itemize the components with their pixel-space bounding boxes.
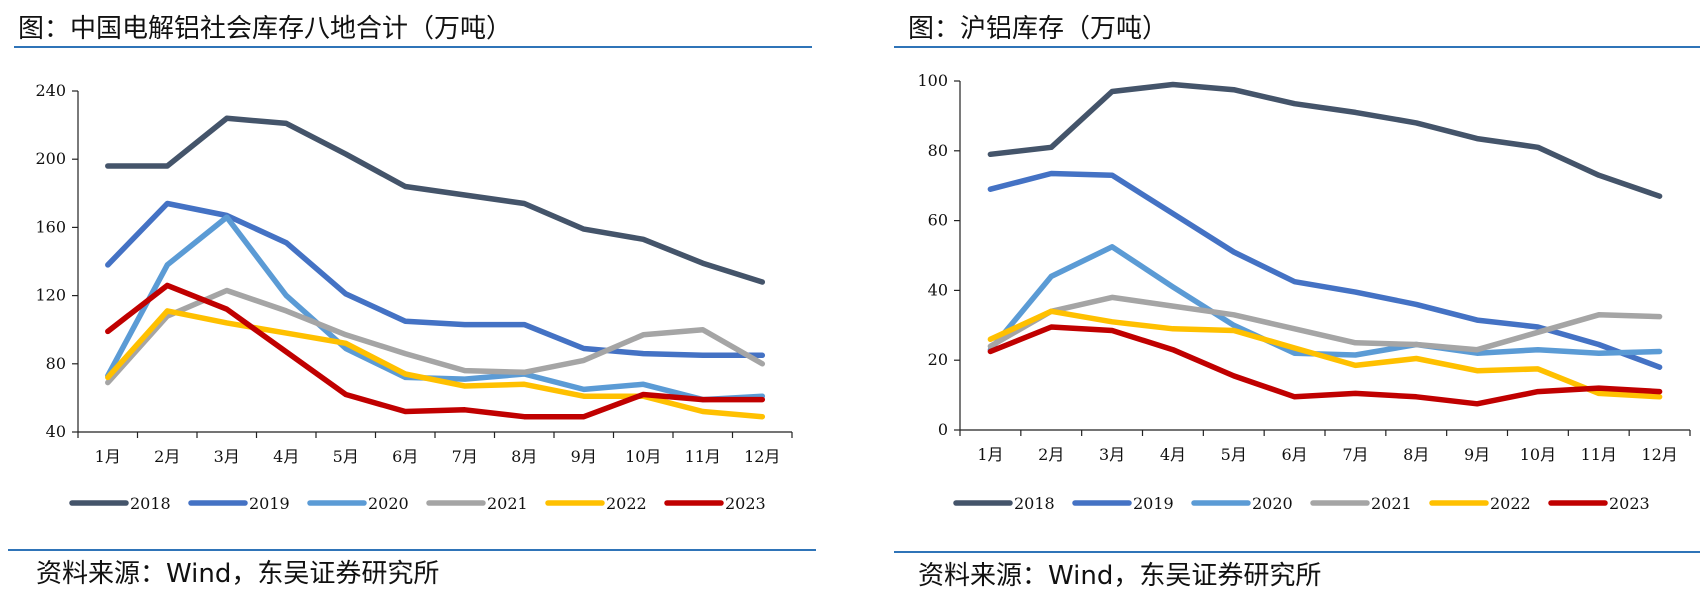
x-tick-label: 7月: [452, 447, 478, 466]
x-tick-label: 6月: [392, 447, 418, 466]
series-line-2021: [105, 287, 766, 386]
series-line-2019: [105, 200, 766, 359]
right-line-chart: 0 20 40 60 80 100 1月 2月 3月 4月 5月 6月 7月 8月 9月 10月 11月 12月 2…: [917, 71, 1691, 513]
right-source-rule: [894, 551, 1700, 553]
y-tick-label: 160: [35, 217, 66, 236]
x-tick-label: 9月: [571, 447, 597, 466]
x-tick-label: 7月: [1342, 445, 1368, 464]
legend-label-2021: 2021: [1371, 494, 1412, 513]
x-tick-label: 12月: [1641, 445, 1677, 464]
legend-label-2020: 2020: [368, 494, 409, 513]
x-tick-label: 2月: [154, 447, 180, 466]
x-tick-label: 9月: [1464, 445, 1490, 464]
x-tick-label: 8月: [1403, 445, 1429, 464]
x-tick-label: 3月: [1099, 445, 1125, 464]
x-tick-label: 10月: [625, 447, 661, 466]
left-source-text: 资料来源：Wind，东吴证券研究所: [36, 559, 440, 589]
series-line-2020: [105, 214, 766, 403]
series-line-2023: [105, 282, 766, 420]
y-tick-label: 20: [928, 350, 948, 369]
legend-label-2019: 2019: [1133, 494, 1174, 513]
x-tick-label: 10月: [1520, 445, 1556, 464]
legend-label-2021: 2021: [487, 494, 528, 513]
x-tick-label: 11月: [685, 447, 721, 466]
x-tick-label: 3月: [214, 447, 240, 466]
x-tick-label: 1月: [977, 445, 1003, 464]
legend-label-2023: 2023: [1609, 494, 1650, 513]
left-source-rule: [8, 549, 816, 551]
x-tick-label: 8月: [511, 447, 537, 466]
y-tick-label: 80: [928, 141, 948, 160]
legend-label-2023: 2023: [725, 494, 766, 513]
x-tick-label: 12月: [744, 447, 780, 466]
series-line-2018: [105, 115, 766, 285]
right-source-text: 资料来源：Wind，东吴证券研究所: [918, 561, 1322, 591]
series-line-2022: [105, 308, 766, 420]
legend-label-2018: 2018: [130, 494, 171, 513]
x-tick-label: 1月: [95, 447, 121, 466]
series-line-2018: [987, 81, 1663, 199]
y-tick-label: 0: [938, 420, 948, 439]
series-line-2023: [987, 324, 1663, 407]
legend-label-2022: 2022: [606, 494, 647, 513]
series-line-2021: [987, 294, 1663, 353]
y-tick-label: 80: [46, 354, 66, 373]
y-tick-label: 240: [35, 81, 66, 100]
x-tick-label: 5月: [333, 447, 359, 466]
x-tick-label: 2月: [1038, 445, 1064, 464]
x-tick-label: 11月: [1581, 445, 1617, 464]
left-chart-title: 图：中国电解铝社会库存八地合计（万吨）: [18, 14, 513, 44]
legend-label-2022: 2022: [1490, 494, 1531, 513]
x-tick-label: 5月: [1221, 445, 1247, 464]
x-tick-label: 4月: [273, 447, 299, 466]
right-chart-panel: 图：沪铝库存（万吨） 0 20 40 60 80 100 1月 2月 3月 4月 5月 6月 7月 8月 9…: [890, 0, 1700, 604]
y-tick-label: 40: [46, 422, 66, 441]
y-tick-label: 200: [35, 149, 66, 168]
legend-label-2018: 2018: [1014, 494, 1055, 513]
right-chart-title: 图：沪铝库存（万吨）: [908, 14, 1169, 44]
left-title-rule: [14, 46, 812, 48]
y-tick-label: 120: [35, 286, 66, 305]
left-chart-panel: 图：中国电解铝社会库存八地合计（万吨） 40 80 120 160 200 240 1月 2月…: [0, 0, 830, 604]
legend-label-2019: 2019: [249, 494, 290, 513]
x-tick-label: 6月: [1281, 445, 1307, 464]
legend-label-2020: 2020: [1252, 494, 1293, 513]
right-title-rule: [894, 46, 1700, 48]
left-line-chart: 40 80 120 160 200 240 1月 2月 3月 4月 5月 6月 7月 8月 9月 10月 11月…: [35, 81, 793, 513]
y-tick-label: 60: [928, 211, 948, 230]
y-tick-label: 40: [928, 280, 948, 299]
series-line-2022: [987, 308, 1663, 400]
y-tick-label: 100: [917, 71, 948, 90]
x-tick-label: 4月: [1160, 445, 1186, 464]
